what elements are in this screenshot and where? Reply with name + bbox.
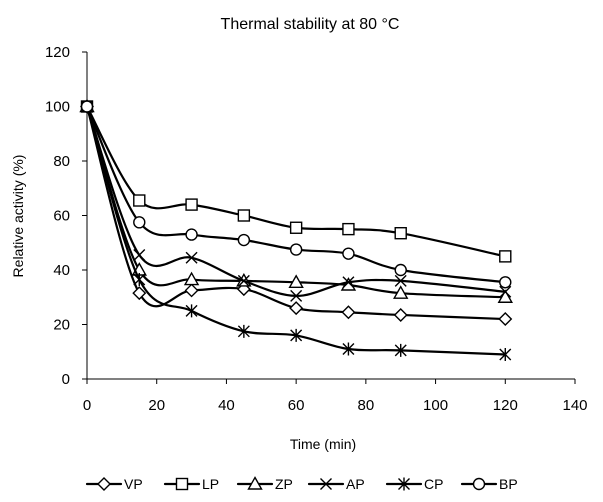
y-tick-label: 0: [62, 371, 70, 388]
data-point-lp: [133, 194, 146, 207]
data-point-cp: [499, 347, 512, 361]
data-point-cp: [133, 273, 146, 287]
x-tick-label: 100: [423, 397, 448, 414]
data-point-ap: [237, 274, 250, 287]
y-tick-label: 100: [45, 99, 70, 116]
data-point-vp: [184, 283, 199, 298]
legend-marker-ap: [320, 478, 332, 490]
data-point-vp: [393, 307, 408, 322]
data-point-lp: [394, 227, 407, 240]
x-tick-label: 140: [562, 397, 587, 414]
legend-label-zp: ZP: [275, 476, 293, 492]
data-point-vp: [132, 286, 147, 301]
data-point-bp: [289, 243, 303, 256]
data-point-vp: [498, 312, 513, 327]
series-group: [79, 98, 513, 361]
axes: 0 20 40 60 80 100 120 0 20 40 60 80 100 120 140: [45, 44, 588, 414]
legend-label-ap: AP: [346, 476, 365, 492]
data-point-bp: [133, 216, 146, 229]
series-line-bp: [85, 105, 507, 284]
data-point-ap: [185, 251, 198, 264]
legend-item-lp: LP: [163, 476, 219, 492]
data-point-bp: [394, 263, 407, 277]
data-point-zp: [393, 285, 409, 299]
data-point-vp: [341, 305, 356, 320]
legend-marker-cp: [398, 477, 410, 491]
data-point-ap: [133, 249, 146, 262]
x-tick-label: 40: [218, 397, 235, 414]
legend-item-zp: ZP: [236, 476, 293, 492]
data-point-bp: [185, 228, 198, 241]
series-cp: [81, 100, 512, 361]
data-point-cp: [342, 342, 355, 356]
legend: VP LP ZP AP CP BP: [85, 476, 518, 492]
data-point-zp: [183, 271, 200, 286]
data-point-lp: [342, 222, 355, 236]
data-point-lp: [237, 209, 251, 222]
y-tick-label: 80: [53, 153, 70, 170]
legend-item-ap: AP: [307, 476, 365, 492]
data-point-bp: [499, 276, 512, 289]
series-ap: [81, 100, 512, 302]
legend-marker-vp: [97, 477, 111, 491]
legend-label-lp: LP: [202, 476, 219, 492]
data-point-vp: [289, 301, 304, 316]
data-point-lp: [185, 198, 198, 211]
data-point-bp: [237, 233, 251, 247]
data-point-zp: [497, 289, 513, 303]
legend-item-vp: VP: [85, 476, 143, 492]
data-point-ap: [342, 276, 355, 289]
data-point-ap: [290, 289, 303, 302]
y-tick-label: 60: [53, 208, 70, 225]
y-axis-title: Relative activity (%): [10, 155, 26, 278]
data-point-bp: [342, 247, 355, 260]
x-tick-label: 120: [493, 397, 518, 414]
data-point-cp: [185, 304, 198, 318]
legend-item-cp: CP: [385, 476, 443, 492]
data-point-ap: [499, 285, 512, 298]
legend-marker-bp: [472, 477, 486, 491]
legend-marker-lp: [175, 477, 189, 491]
series-bp: [80, 100, 512, 289]
series-line-ap: [85, 105, 507, 297]
data-point-ap: [394, 274, 407, 287]
series-line-zp: [85, 105, 507, 299]
data-point-cp: [290, 328, 303, 342]
y-tick-label: 40: [53, 262, 70, 279]
legend-marker-zp: [247, 476, 263, 490]
legend-label-cp: CP: [424, 476, 443, 492]
x-tick-label: 0: [83, 397, 91, 414]
data-point-cp: [237, 324, 250, 338]
y-tick-label: 20: [53, 317, 70, 334]
data-point-cp: [394, 343, 407, 357]
y-tick-label: 120: [45, 44, 70, 61]
x-tick-label: 20: [148, 397, 165, 414]
legend-label-bp: BP: [499, 476, 518, 492]
series-lp: [80, 100, 512, 263]
data-point-zp: [340, 277, 357, 291]
legend-label-vp: VP: [124, 476, 143, 492]
data-point-bp: [80, 100, 94, 113]
data-point-zp: [288, 274, 304, 288]
x-tick-label: 80: [358, 397, 375, 414]
x-axis-title: Time (min): [290, 436, 356, 452]
x-tick-label: 60: [288, 397, 305, 414]
data-point-lp: [289, 221, 303, 234]
data-point-lp: [499, 250, 512, 263]
chart-title: Thermal stability at 80 °C: [221, 16, 400, 33]
legend-item-bp: BP: [460, 476, 518, 492]
